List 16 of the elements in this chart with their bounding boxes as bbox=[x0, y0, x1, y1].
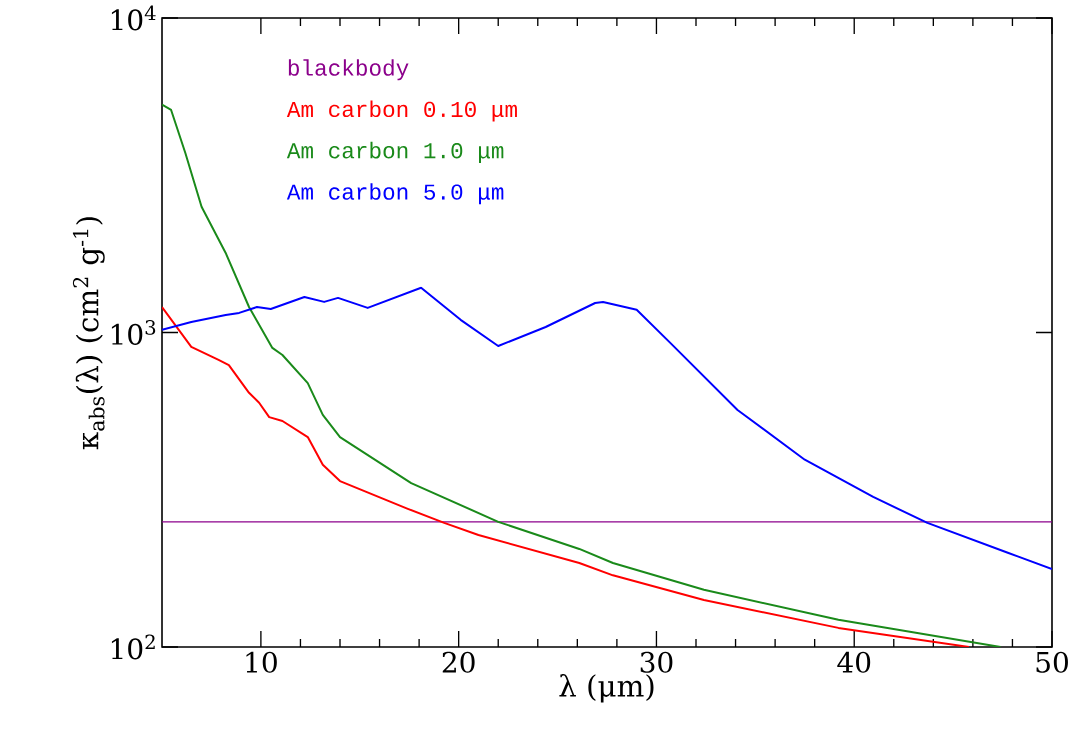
y-tick-label: 10$^{2}$ bbox=[111, 634, 155, 660]
y-tick-label: 10$^{3}$ bbox=[111, 320, 156, 345]
text: Am carbon 0.10 μm bbox=[286, 100, 517, 122]
y-tick-label: 10$^{4}$ bbox=[111, 5, 156, 31]
text: blackbody bbox=[288, 59, 409, 81]
x-tick-label: 20 bbox=[442, 651, 475, 673]
x-axis-title: λ (μm) bbox=[559, 674, 654, 703]
x-tick-label: 50 bbox=[1036, 651, 1068, 673]
line-series bbox=[162, 286, 1052, 571]
x-tick-label: 10 bbox=[246, 651, 277, 673]
y-axis-title: κ$_{abs}$(λ) (cm$^{2}$ g$^{-1}$) bbox=[72, 217, 105, 450]
text: Am carbon 5.0 μm bbox=[286, 183, 504, 205]
x-tick-label: 40 bbox=[837, 651, 871, 673]
x-tick-label: 30 bbox=[640, 651, 673, 673]
line-series bbox=[162, 306, 970, 647]
text: Am carbon 1.0 μm bbox=[286, 141, 504, 163]
